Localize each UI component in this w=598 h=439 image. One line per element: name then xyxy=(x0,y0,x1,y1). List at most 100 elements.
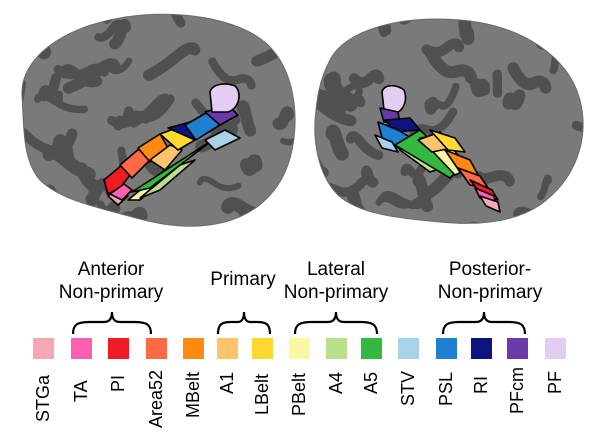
sulcus xyxy=(21,198,33,226)
sulcus xyxy=(540,19,568,33)
region-label-psl: PSL xyxy=(436,371,456,406)
group-label-lateral: Lateral Non-primary xyxy=(283,259,389,303)
swatch-a1 xyxy=(217,338,238,359)
swatch-stga xyxy=(33,338,54,359)
sulcus xyxy=(87,211,141,227)
region-stv xyxy=(204,129,241,151)
region-label-ta: TA xyxy=(71,380,91,402)
sulcus xyxy=(400,163,426,179)
brace-anterior xyxy=(71,311,153,335)
region-label-pf: PF xyxy=(545,370,565,394)
region-label-ri: RI xyxy=(471,376,491,394)
swatch-lbelt xyxy=(252,338,273,359)
sulcus xyxy=(469,77,491,98)
sulcus xyxy=(379,190,430,210)
sulcus xyxy=(62,58,121,94)
sulcus xyxy=(21,222,59,227)
sulcus xyxy=(547,19,584,24)
brace-lateral xyxy=(293,311,379,335)
left-hemisphere xyxy=(21,13,296,227)
group-label-posterior: Posterior- Non-primary xyxy=(437,259,543,303)
region-a1 xyxy=(149,144,183,171)
sulcus xyxy=(427,82,460,115)
sulcus xyxy=(196,175,242,192)
sulcus xyxy=(109,18,131,50)
group-label-primary: Primary xyxy=(210,269,276,290)
sulcus xyxy=(571,195,584,210)
sulcus xyxy=(319,93,366,111)
sulcus xyxy=(27,19,52,60)
swatch-pbelt xyxy=(289,338,310,359)
sulcus xyxy=(345,131,384,161)
sulcus xyxy=(33,184,57,207)
group-label-anterior: Anterior Non-primary xyxy=(58,259,164,303)
sulcus xyxy=(536,174,552,201)
sulcus xyxy=(318,202,348,224)
sulcus xyxy=(320,82,363,100)
sulcus xyxy=(85,182,103,207)
swatch-area52 xyxy=(146,338,167,359)
sulcus xyxy=(21,124,55,155)
region-label-pbelt: PBelt xyxy=(289,372,309,416)
region-label-stga: STGa xyxy=(33,374,53,422)
sulcus xyxy=(21,16,35,44)
region-label-mbelt: MBelt xyxy=(183,371,203,418)
region-label-lbelt: LBelt xyxy=(252,373,272,415)
region-label-pi: PI xyxy=(108,374,128,392)
sulcus xyxy=(324,75,344,98)
sulcus xyxy=(238,204,249,227)
sulcus xyxy=(314,94,357,127)
sulcus xyxy=(143,42,201,82)
sulcus xyxy=(240,154,263,176)
brace-posterior xyxy=(441,311,527,335)
region-ta xyxy=(109,183,133,201)
swatch-psl xyxy=(436,338,457,359)
swatch-ta xyxy=(71,338,92,359)
sulcus xyxy=(129,93,172,128)
region-label-a5: A5 xyxy=(361,371,381,394)
swatch-pfcm xyxy=(507,338,528,359)
sulcus xyxy=(352,19,383,27)
swatch-a4 xyxy=(326,338,347,359)
left-auditory-regions xyxy=(103,83,241,206)
brace-primary xyxy=(216,311,272,335)
swatch-stv xyxy=(398,338,419,359)
sulcus xyxy=(21,78,26,112)
sulcus xyxy=(460,221,480,224)
region-lbelt xyxy=(429,129,466,153)
sulcus xyxy=(513,206,565,223)
region-label-a4: A4 xyxy=(326,371,346,394)
right-auditory-regions xyxy=(374,84,501,213)
sulcus xyxy=(208,57,256,90)
brain-surfaces xyxy=(21,13,584,227)
sulcus xyxy=(360,165,379,188)
sulcus xyxy=(347,189,366,217)
sulcus xyxy=(161,14,186,28)
sulcus xyxy=(38,73,61,102)
sulcus xyxy=(507,62,552,94)
swatch-pf xyxy=(545,338,566,359)
swatch-pi xyxy=(108,338,129,359)
sulcus xyxy=(582,156,584,177)
sulcus xyxy=(502,89,526,110)
sulcus xyxy=(96,200,121,215)
region-stga xyxy=(479,195,501,213)
region-label-pfcm: PFcm xyxy=(507,367,527,414)
sulcus xyxy=(536,32,584,55)
sulcus xyxy=(348,69,385,89)
sulcus xyxy=(272,106,294,130)
sulcus xyxy=(378,22,392,38)
sulcus xyxy=(458,19,475,46)
region-label-stv: STV xyxy=(398,370,418,406)
sulcus xyxy=(38,192,59,222)
region-label-a1: A1 xyxy=(217,371,237,394)
sulcus xyxy=(325,124,349,161)
sulcus xyxy=(424,45,478,84)
swatch-mbelt xyxy=(183,338,204,359)
sulcus xyxy=(236,100,257,137)
right-hemisphere xyxy=(314,18,584,224)
region-stv xyxy=(374,134,399,153)
sulcus xyxy=(60,137,77,168)
region-label-area52: Area52 xyxy=(146,369,166,428)
sulcus xyxy=(280,128,295,146)
